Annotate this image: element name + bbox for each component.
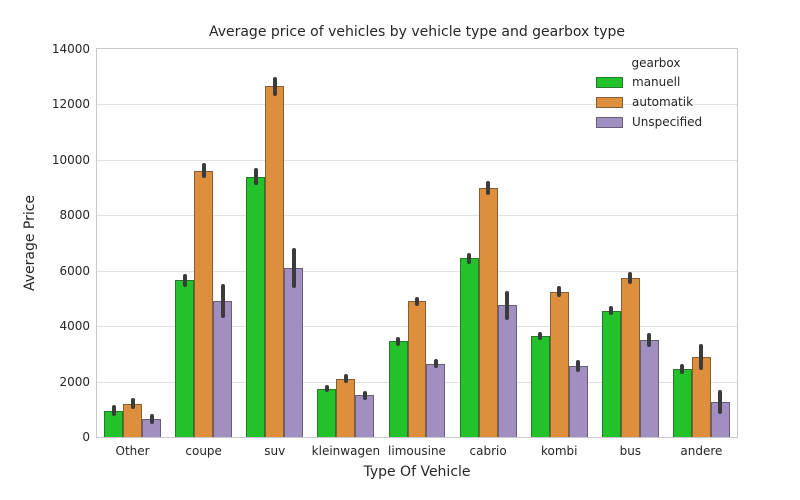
bar-Unspecified-kleinwagen	[355, 395, 375, 437]
x-tick-bus: bus	[619, 444, 642, 458]
legend-items: manuell automatik Unspecified	[592, 74, 720, 130]
bar-manuell-kleinwagen	[317, 388, 337, 437]
bar-manuell-coupe	[175, 280, 195, 437]
legend: gearbox manuell automatik Unspecified	[592, 56, 720, 134]
error-bar-automatik-kleinwagen	[343, 374, 348, 384]
y-tick-2000: 2000	[59, 374, 90, 389]
bar-manuell-kombi	[530, 335, 550, 437]
error-bar-automatik-limousine	[415, 296, 419, 306]
error-bar-automatik-Other	[130, 398, 135, 410]
gridline-8000	[97, 215, 737, 217]
legend-title: gearbox	[631, 56, 681, 70]
gridline-6000	[97, 270, 737, 272]
y-tick-4000: 4000	[59, 319, 90, 334]
legend-label-Unspecified: Unspecified	[632, 115, 703, 129]
bar-manuell-bus	[601, 310, 621, 437]
error-bar-manuell-bus	[609, 306, 614, 316]
bar-Unspecified-limousine	[426, 363, 446, 437]
error-bar-Unspecified-kombi	[576, 360, 581, 373]
gridline-10000	[97, 159, 737, 161]
y-tick-0: 0	[82, 430, 90, 444]
x-tick-kombi: kombi	[540, 444, 578, 458]
bar-automatik-bus	[620, 277, 640, 437]
error-bar-automatik-bus	[628, 271, 633, 284]
y-tick-14000: 14000	[51, 42, 90, 56]
plot-area	[96, 48, 738, 438]
error-bar-Unspecified-Other	[149, 414, 154, 424]
bar-automatik-kleinwagen	[336, 378, 356, 437]
error-bar-manuell-andere	[680, 364, 685, 375]
error-bar-Unspecified-kleinwagen	[362, 390, 367, 400]
y-tick-8000: 8000	[59, 208, 90, 223]
error-bar-Unspecified-coupe	[220, 283, 225, 319]
legend-swatch-automatik	[596, 96, 623, 108]
bar-automatik-cabrio	[478, 187, 498, 437]
bar-Unspecified-coupe	[213, 301, 233, 437]
error-bar-Unspecified-limousine	[433, 358, 438, 369]
error-bar-manuell-suv	[253, 167, 258, 186]
error-bar-manuell-limousine	[396, 337, 401, 346]
error-bar-Unspecified-suv	[291, 247, 296, 289]
error-bar-manuell-coupe	[182, 274, 187, 287]
bar-Unspecified-suv	[284, 267, 304, 437]
legend-label-automatik: automatik	[632, 95, 694, 109]
x-tick-limousine: limousine	[388, 444, 446, 458]
bar-manuell-andere	[673, 369, 692, 437]
error-bar-automatik-suv	[272, 76, 277, 97]
x-tick-cabrio: cabrio	[469, 444, 507, 458]
bar-automatik-suv	[265, 86, 285, 437]
error-bar-automatik-kombi	[557, 286, 562, 297]
x-tick-andere: andere	[680, 444, 723, 458]
bar-automatik-coupe	[194, 170, 214, 437]
y-tick-10000: 10000	[51, 152, 90, 167]
chart-title: Average price of vehicles by vehicle typ…	[208, 24, 626, 40]
gridline-12000	[97, 104, 737, 106]
error-bar-Unspecified-cabrio	[505, 290, 510, 320]
error-bar-manuell-cabrio	[467, 252, 472, 264]
bar-automatik-kombi	[549, 291, 569, 437]
bar-automatik-limousine	[407, 301, 427, 437]
x-tick-Other: Other	[115, 444, 150, 458]
bar-Unspecified-bus	[639, 340, 659, 437]
error-bar-automatik-cabrio	[486, 180, 491, 195]
legend-swatch-Unspecified	[596, 116, 623, 128]
x-tick-coupe: coupe	[185, 444, 222, 458]
error-bar-Unspecified-andere	[718, 390, 723, 415]
error-bar-manuell-kleinwagen	[324, 384, 329, 393]
legend-swatch-manuell	[596, 76, 623, 88]
error-bar-automatik-andere	[699, 343, 704, 370]
legend-label-manuell: manuell	[632, 75, 681, 89]
error-bar-automatik-coupe	[201, 163, 206, 179]
legend-item-manuell: manuell	[592, 74, 720, 90]
y-tick-12000: 12000	[51, 97, 90, 112]
bar-Unspecified-kombi	[568, 366, 588, 437]
error-bar-Unspecified-bus	[647, 333, 652, 347]
error-bar-manuell-Other	[111, 405, 116, 416]
error-bar-manuell-kombi	[538, 331, 543, 341]
legend-item-Unspecified: Unspecified	[592, 114, 720, 130]
bar-manuell-suv	[246, 176, 266, 437]
y-tick-6000: 6000	[59, 263, 90, 278]
legend-item-automatik: automatik	[592, 94, 720, 110]
bar-manuell-limousine	[388, 341, 408, 437]
bar-Unspecified-cabrio	[497, 305, 517, 437]
x-axis-label: Type Of Vehicle	[363, 464, 471, 480]
x-tick-kleinwagen: kleinwagen	[311, 444, 381, 458]
bar-manuell-cabrio	[459, 258, 479, 437]
x-tick-suv: suv	[264, 444, 286, 458]
